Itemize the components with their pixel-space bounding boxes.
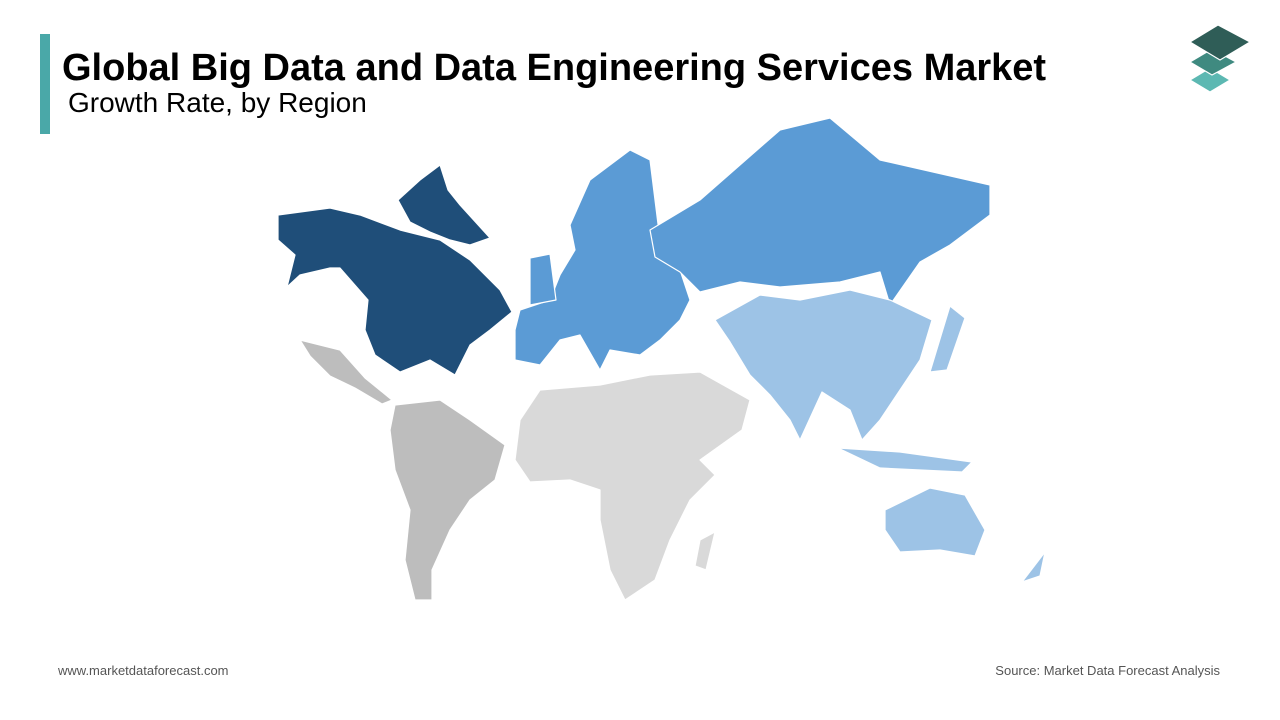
north-america xyxy=(277,207,513,376)
canadian-islands xyxy=(397,164,491,246)
australia xyxy=(884,487,986,557)
russia xyxy=(649,117,991,306)
new-zealand xyxy=(1021,551,1046,583)
title: Global Big Data and Data Engineering Ser… xyxy=(62,47,1046,89)
world-map xyxy=(277,117,1046,601)
madagascar xyxy=(694,531,716,571)
source: Source: Market Data Forecast Analysis xyxy=(995,663,1220,678)
asia xyxy=(714,289,933,441)
logo xyxy=(1189,24,1251,93)
subtitle: Growth Rate, by Region xyxy=(68,87,367,118)
central-america xyxy=(299,339,393,405)
uk xyxy=(529,253,557,306)
website: www.marketdataforecast.com xyxy=(57,663,229,678)
africa-middle-east xyxy=(514,371,751,601)
southeast-asia-islands xyxy=(837,447,973,473)
japan xyxy=(929,305,966,373)
south-america xyxy=(389,399,506,601)
accent-bar xyxy=(40,34,50,134)
